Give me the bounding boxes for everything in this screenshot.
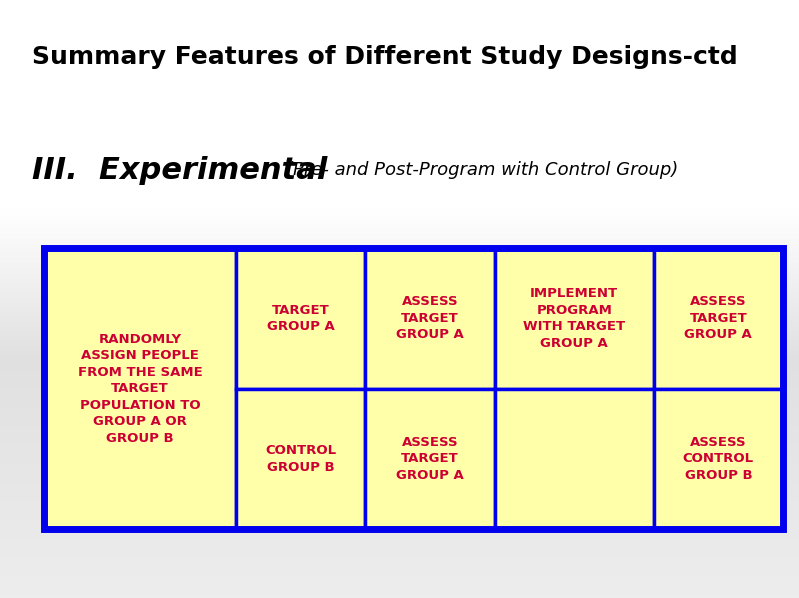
Text: ASSESS
TARGET
GROUP A: ASSESS TARGET GROUP A (685, 295, 752, 341)
Bar (365, 389, 495, 529)
Bar (495, 248, 654, 389)
Text: TARGET
GROUP A: TARGET GROUP A (267, 304, 335, 333)
Text: RANDOMLY
ASSIGN PEOPLE
FROM THE SAME
TARGET
POPULATION TO
GROUP A OR
GROUP B: RANDOMLY ASSIGN PEOPLE FROM THE SAME TAR… (78, 332, 202, 445)
Bar (44, 248, 783, 529)
Bar (44, 248, 237, 529)
Bar (237, 389, 365, 529)
Text: ASSESS
CONTROL
GROUP B: ASSESS CONTROL GROUP B (683, 436, 754, 482)
Text: CONTROL
GROUP B: CONTROL GROUP B (265, 444, 336, 474)
Bar (495, 389, 654, 529)
Text: IMPLEMENT
PROGRAM
WITH TARGET
GROUP A: IMPLEMENT PROGRAM WITH TARGET GROUP A (523, 287, 626, 350)
Text: ASSESS
TARGET
GROUP A: ASSESS TARGET GROUP A (396, 295, 464, 341)
Bar (654, 389, 783, 529)
Text: III.  Experimental: III. Experimental (32, 156, 338, 185)
Text: ASSESS
TARGET
GROUP A: ASSESS TARGET GROUP A (396, 436, 464, 482)
Text: (Pre- and Post-Program with Control Group): (Pre- and Post-Program with Control Grou… (286, 161, 678, 179)
Bar (654, 248, 783, 389)
Text: Summary Features of Different Study Designs-ctd: Summary Features of Different Study Desi… (32, 45, 737, 69)
Bar (365, 248, 495, 389)
Bar (237, 248, 365, 389)
